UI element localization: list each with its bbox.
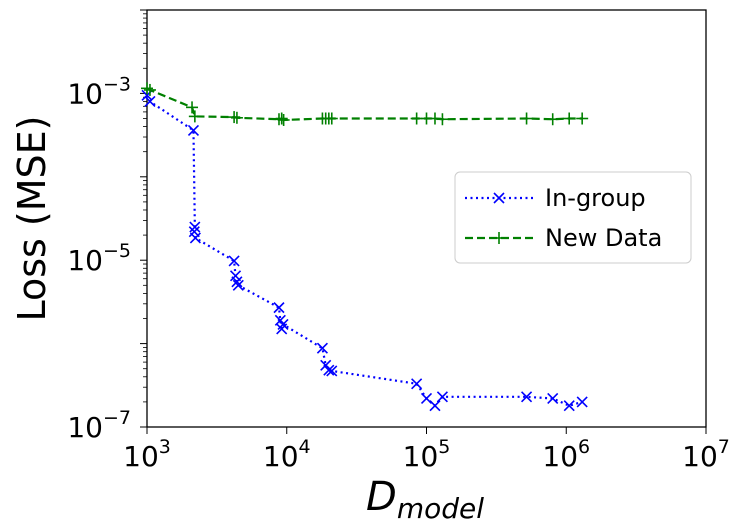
y-tick-label: 10−7 [67, 407, 131, 444]
x-tick-base: 10 [682, 440, 718, 473]
data-point [143, 83, 156, 96]
y-tick-label: 10−3 [67, 73, 131, 110]
x-tick-base: 10 [542, 440, 578, 473]
x-axis-ticks: 103 104 105 106 107 [123, 427, 730, 473]
data-point [141, 82, 153, 95]
data-point [429, 400, 441, 412]
data-point [326, 365, 338, 377]
legend-label: New Data [545, 224, 662, 252]
data-point [277, 113, 290, 126]
y-tick-label: 10−5 [67, 240, 131, 277]
x-axis-label-sub: model [397, 492, 484, 525]
y-tick-base: 10 [67, 244, 103, 277]
data-point [275, 112, 288, 125]
data-point [189, 232, 201, 244]
data-point [231, 276, 243, 288]
data-point [277, 318, 289, 330]
data-point [228, 255, 240, 267]
x-tick-label: 106 [542, 436, 590, 473]
data-point [520, 112, 533, 125]
legend-entry: New Data [465, 224, 662, 252]
data-point [188, 110, 201, 123]
x-tick-base: 10 [263, 440, 299, 473]
data-point [230, 111, 243, 124]
legend-marker [493, 192, 505, 204]
data-point [273, 302, 285, 314]
x-axis-label: Dmodel [366, 474, 484, 525]
data-point [436, 391, 448, 403]
data-point [520, 391, 533, 403]
data-point [436, 113, 449, 126]
minor-ticks [140, 9, 147, 428]
y-tick-base: 10 [67, 411, 103, 444]
y-tick-exp: −5 [103, 240, 131, 262]
legend: In-group New Data [454, 171, 692, 264]
data-point [232, 279, 244, 291]
y-axis-label: Loss (MSE) [10, 116, 54, 322]
x-tick-label: 103 [123, 436, 171, 473]
x-tick-label: 107 [682, 436, 730, 473]
legend-marker [493, 232, 505, 244]
legend-entry: In-group [465, 184, 646, 212]
x-tick-base: 10 [123, 440, 159, 473]
data-point [411, 378, 423, 390]
data-point [576, 396, 588, 408]
series-in-group [141, 89, 588, 412]
x-tick-exp: 4 [299, 436, 311, 458]
y-axis-ticks: 10−710−510−3 [67, 73, 131, 444]
y-tick-exp: −3 [103, 73, 131, 95]
series-layer [141, 82, 589, 412]
x-tick-exp: 5 [438, 436, 450, 458]
data-point [546, 113, 559, 126]
legend-box [454, 171, 692, 264]
series-line [146, 87, 583, 122]
x-tick-exp: 3 [159, 436, 171, 458]
data-point [186, 101, 199, 114]
data-point [144, 95, 156, 108]
y-tick-exp: −7 [103, 407, 131, 429]
series-new-data [141, 82, 589, 126]
x-tick-base: 10 [403, 440, 439, 473]
data-point [323, 364, 335, 376]
legend-label: In-group [545, 184, 646, 212]
data-point [316, 342, 328, 354]
y-tick-base: 10 [67, 77, 103, 110]
data-point [563, 400, 575, 412]
x-tick-label: 105 [403, 436, 451, 473]
data-point [576, 112, 589, 125]
x-axis-label-main: D [366, 474, 397, 520]
data-point [547, 392, 559, 405]
data-point [325, 112, 338, 125]
x-tick-label: 104 [263, 436, 311, 473]
x-tick-exp: 6 [578, 436, 590, 458]
data-point [420, 392, 433, 405]
data-point [187, 124, 200, 136]
data-point [563, 112, 576, 125]
data-point [189, 221, 201, 233]
x-tick-exp: 7 [718, 436, 730, 458]
